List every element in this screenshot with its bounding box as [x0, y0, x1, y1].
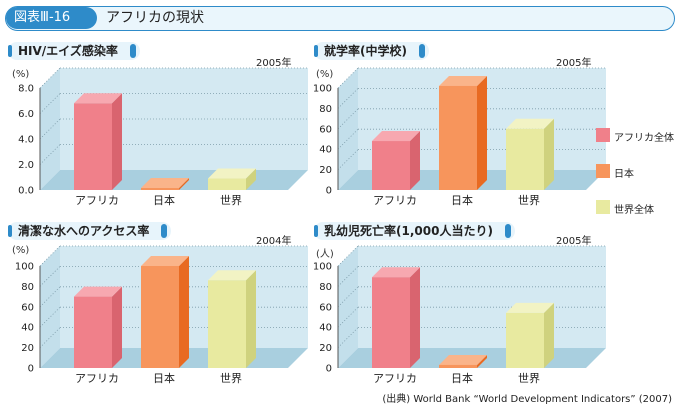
chart-2-bar-top-world — [208, 270, 256, 281]
chart-0-xtick-world: 世界 — [220, 194, 242, 207]
chart-2-ytick-label: 40 — [21, 323, 34, 334]
chart-1-bar-side-world — [544, 118, 554, 190]
chart-1-bar-japan — [439, 85, 477, 190]
chart-0-bar-side-world — [246, 168, 256, 190]
chart-1-xtick-japan: 日本 — [451, 193, 473, 207]
panel-title-infant-mortality: 乳幼児死亡率(1,000人当たり) — [314, 222, 515, 240]
legend-swatch-japan — [596, 164, 610, 178]
chart-3-ytick-label: 20 — [319, 343, 332, 354]
chart-3-bar-world — [506, 312, 544, 368]
chart-1-ytick-label: 80 — [319, 104, 332, 115]
legend-swatch-world — [596, 200, 610, 214]
chart-2-xtick-japan: 日本 — [153, 371, 175, 385]
page-title: アフリカの現状 — [106, 10, 204, 26]
unit-enrollment: (%) — [316, 69, 334, 80]
chart-2-ytick-label: 60 — [21, 302, 34, 313]
chart-3-bar-top-japan — [439, 354, 487, 365]
chart-3-bar-side-japan — [477, 354, 487, 368]
chart-0-bar-africa — [74, 103, 112, 190]
chart-3-bar-top-world — [506, 302, 554, 313]
legend-label-africa: アフリカ全体 — [614, 133, 674, 144]
chart-2-ytick-label: 100 — [15, 262, 34, 273]
chart-2-bar-africa — [74, 296, 112, 368]
chart-2-ytick-label: 20 — [21, 343, 34, 354]
chart-0-bar-top-africa — [74, 93, 122, 104]
chart-3-bar-side-africa — [410, 267, 420, 368]
chart-1-xtick-world: 世界 — [518, 194, 540, 207]
chart-3-xtick-japan: 日本 — [451, 371, 473, 385]
chart-2-bar-side-japan — [179, 256, 189, 368]
legend-label-world: 世界全体 — [614, 205, 654, 216]
chart-0-bar-side-japan — [179, 178, 189, 190]
chart-3-ytick-label: 0 — [326, 364, 332, 375]
year-water: 2004年 — [256, 236, 292, 247]
chart-1-ytick-label: 0 — [326, 186, 332, 197]
chart-2-bar-top-japan — [141, 256, 189, 266]
chart-2-bar-side-africa — [112, 286, 122, 368]
chart-2-xtick-africa: アフリカ — [75, 372, 119, 385]
chart-3-side-wall — [338, 246, 358, 368]
chart-0-bar-side-africa — [112, 93, 122, 190]
chart-0-bar-top-world — [208, 168, 256, 179]
chart-2-xtick-world: 世界 — [220, 372, 242, 385]
chart-1-bar-top-africa — [372, 131, 420, 142]
panel-title-water: 清潔な水へのアクセス率 — [8, 222, 172, 240]
chart-2-bar-top-africa — [74, 286, 122, 297]
chart-3-xtick-world: 世界 — [518, 372, 540, 385]
chart-0-bar-top-japan — [141, 178, 189, 188]
chart-3-bar-top-africa — [372, 267, 420, 278]
unit-hiv: (%) — [12, 69, 30, 80]
chart-3-bar-side-world — [544, 302, 554, 368]
chart-0-xtick-africa: アフリカ — [75, 194, 119, 207]
chart-0-ytick-label: 2.0 — [18, 160, 34, 171]
title-bar: 図表Ⅲ-16 アフリカの現状 — [5, 6, 675, 31]
figure-number-badge: 図表Ⅲ-16 — [6, 7, 97, 29]
chart-3-bar-africa — [372, 277, 410, 368]
chart-1-side-wall — [338, 68, 358, 190]
source-note: (出典) World Bank “World Development Indic… — [382, 394, 672, 405]
chart-1-ytick-label: 40 — [319, 145, 332, 156]
chart-0-ytick-label: 4.0 — [18, 135, 34, 146]
chart-1-xtick-africa: アフリカ — [373, 194, 417, 207]
chart-2-bar-japan — [141, 266, 179, 368]
chart-3-ytick-label: 40 — [319, 323, 332, 334]
chart-0-ytick-label: 8.0 — [18, 84, 34, 95]
chart-0-ytick-label: 0.0 — [18, 186, 34, 197]
chart-0-bar-world — [208, 178, 246, 190]
chart-0-xtick-japan: 日本 — [153, 193, 175, 207]
chart-3-ytick-label: 80 — [319, 282, 332, 293]
chart-1-ytick-label: 100 — [313, 84, 332, 95]
chart-3-bar-japan — [439, 364, 477, 368]
unit-water: (%) — [12, 245, 30, 256]
chart-1-bar-top-world — [506, 118, 554, 129]
chart-1-ytick-label: 20 — [319, 165, 332, 176]
chart-2-bar-side-world — [246, 270, 256, 368]
chart-1-bar-top-japan — [439, 75, 487, 86]
year-enrollment: 2005年 — [556, 58, 592, 69]
chart-0-ytick-label: 6.0 — [18, 109, 34, 120]
year-hiv: 2005年 — [256, 58, 292, 69]
chart-0-side-wall — [40, 68, 60, 190]
year-infant-mortality: 2005年 — [556, 236, 592, 247]
chart-2-ytick-label: 0 — [28, 364, 34, 375]
panel-title-enrollment: 就学率(中学校) — [314, 42, 429, 60]
chart-1-bar-africa — [372, 141, 410, 190]
legend-label-japan: 日本 — [614, 169, 634, 180]
legend-swatch-africa — [596, 128, 610, 142]
chart-1-ytick-label: 60 — [319, 124, 332, 135]
chart-1-bar-side-africa — [410, 131, 420, 190]
chart-2-side-wall — [40, 246, 60, 368]
panel-title-hiv: HIV/エイズ感染率 — [8, 42, 140, 60]
chart-1-bar-world — [506, 128, 544, 190]
chart-3-ytick-label: 60 — [319, 302, 332, 313]
chart-3-ytick-label: 100 — [313, 262, 332, 273]
unit-infant-mortality: (人) — [316, 249, 334, 260]
chart-1-bar-side-japan — [477, 75, 487, 190]
chart-0-bar-japan — [141, 188, 179, 190]
chart-2-ytick-label: 80 — [21, 282, 34, 293]
chart-3-xtick-africa: アフリカ — [373, 372, 417, 385]
chart-2-bar-world — [208, 280, 246, 368]
